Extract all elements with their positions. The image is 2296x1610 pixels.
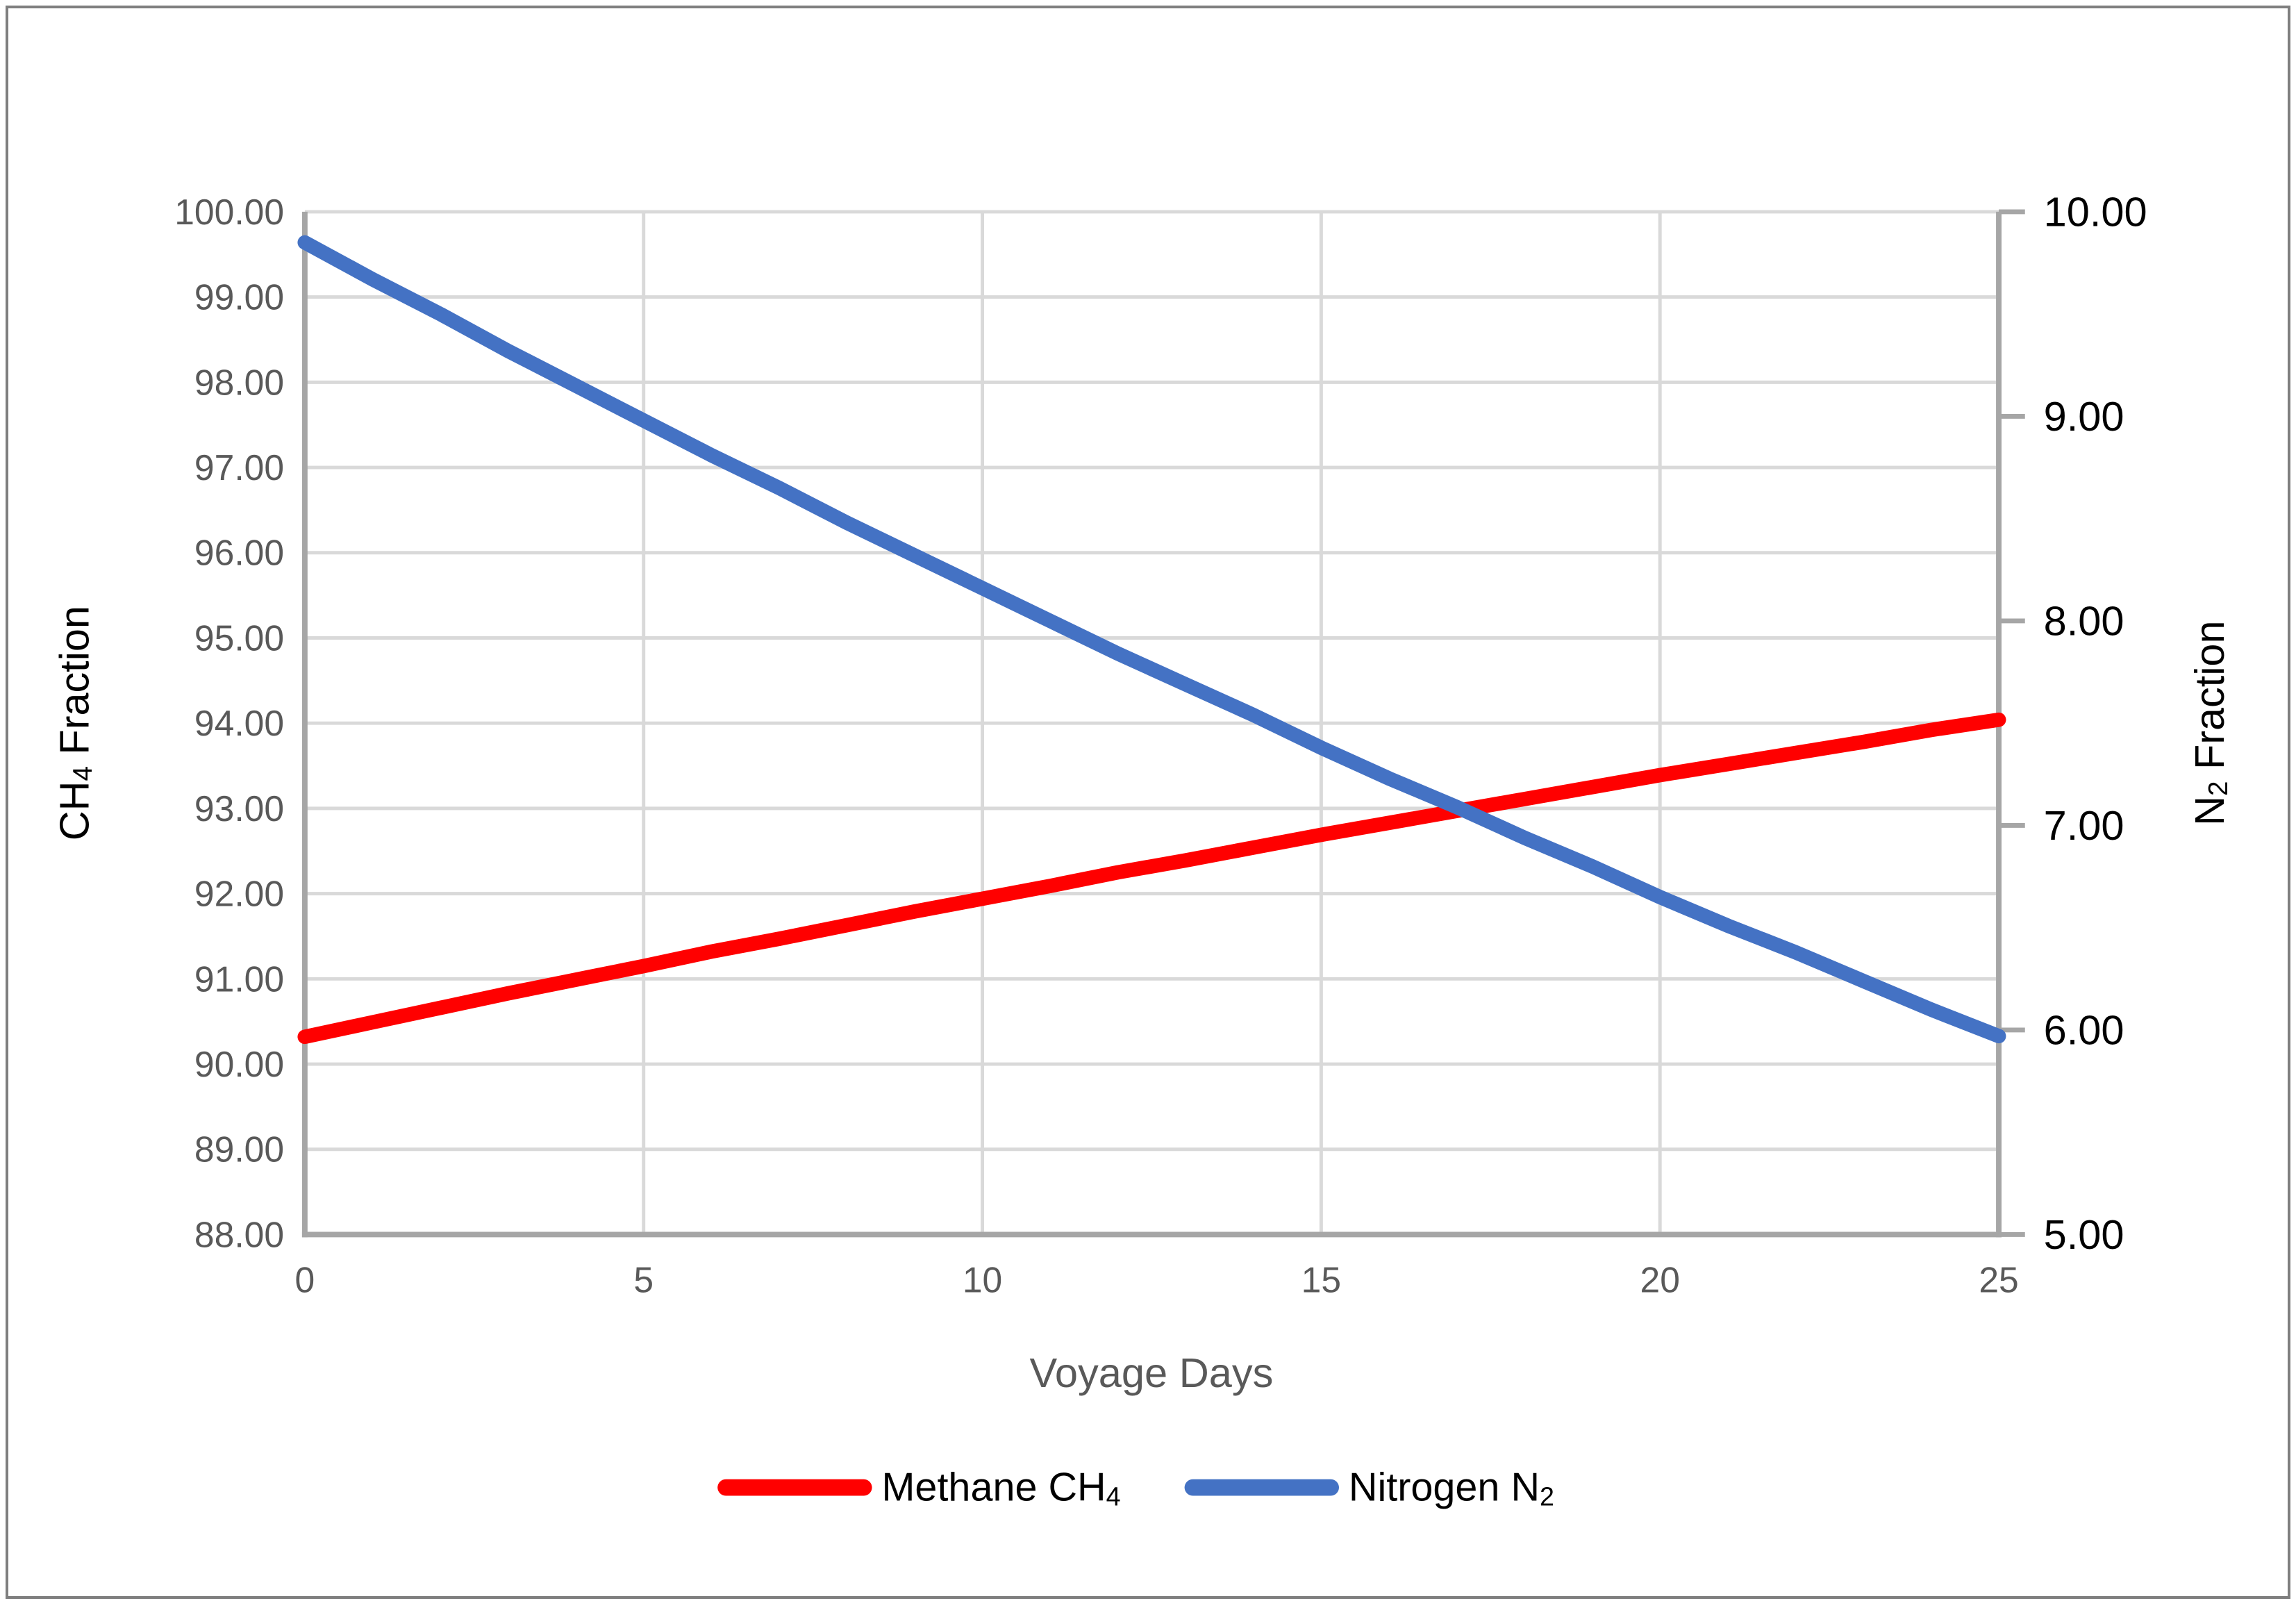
methane-ch4-line: [297, 712, 2006, 1045]
left-axis-tick-label: 100.00: [174, 192, 284, 232]
nitrogen-n2-line: [297, 235, 2006, 1044]
left-axis-title: CH4 Fraction: [51, 606, 98, 840]
x-axis-tick-label: 0: [295, 1260, 315, 1300]
left-axis-tick-label: 96.00: [194, 533, 284, 573]
left-axis-tick-label: 95.00: [194, 618, 284, 658]
left-axis-tick-label: 97.00: [194, 447, 284, 488]
left-axis-tick-label: 93.00: [194, 788, 284, 829]
series-lines: [297, 235, 2006, 1045]
x-axis-title: Voyage Days: [1029, 1350, 1273, 1396]
x-axis-tick-label: 5: [633, 1260, 654, 1300]
right-axis-tick-label: 5.00: [2044, 1211, 2124, 1258]
x-axis-tick-label: 15: [1301, 1260, 1341, 1300]
gridlines: [304, 210, 1999, 1235]
right-axis-tick-label: 10.00: [2044, 188, 2147, 235]
left-axis-tick-label: 99.00: [194, 277, 284, 317]
axes: [301, 209, 2025, 1238]
legend-label-methane-ch4: Methane CH4: [881, 1466, 1120, 1511]
right-axis-tick-label: 9.00: [2044, 393, 2124, 440]
right-axis-tick-label: 7.00: [2044, 802, 2124, 849]
x-axis-tick-labels: 0 5 10 15 20 25: [295, 1260, 2019, 1300]
x-axis-tick-label: 25: [1979, 1260, 2018, 1300]
right-axis-tick-label: 6.00: [2044, 1007, 2124, 1054]
left-axis-tick-label: 88.00: [194, 1215, 284, 1255]
left-axis-tick-label: 90.00: [194, 1044, 284, 1084]
left-axis-tick-label: 94.00: [194, 703, 284, 743]
chart-canvas: 88.00 89.00 90.00 91.00 92.00 93.00 94.00 95.00…: [6, 6, 2290, 1599]
legend-label-nitrogen-n2: Nitrogen N2: [1349, 1466, 1554, 1511]
x-axis-tick-label: 20: [1640, 1260, 1679, 1300]
left-axis-tick-label: 98.00: [194, 362, 284, 402]
x-axis-tick-label: 10: [963, 1260, 1002, 1300]
right-axis-title: N2 Fraction: [2186, 621, 2233, 826]
right-axis-tick-labels: 5.00 6.00 7.00 8.00 9.00 10.00: [2044, 188, 2147, 1257]
right-axis-tick-label: 8.00: [2044, 597, 2124, 644]
left-axis-tick-label: 92.00: [194, 874, 284, 914]
lng-composition-line-chart: 88.00 89.00 90.00 91.00 92.00 93.00 94.00 95.00…: [51, 188, 2233, 1511]
left-axis-tick-labels: 88.00 89.00 90.00 91.00 92.00 93.00 94.00 95.00…: [174, 192, 284, 1254]
axis-titles: Voyage Days CH4 Fraction N2 Fraction: [51, 606, 2233, 1396]
left-axis-tick-label: 89.00: [194, 1129, 284, 1170]
legend: Methane CH4 Nitrogen N2: [717, 1466, 1554, 1511]
left-axis-tick-label: 91.00: [194, 958, 284, 999]
